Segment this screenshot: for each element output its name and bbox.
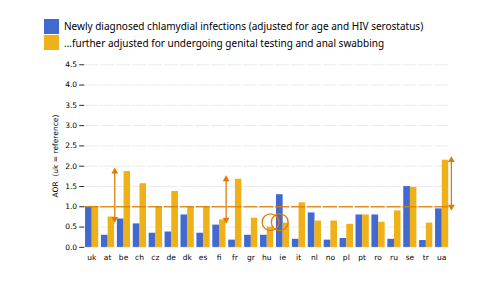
svg-text:ie: ie — [279, 253, 286, 262]
svg-text:0.5: 0.5 — [65, 222, 77, 231]
svg-text:at: at — [104, 253, 112, 262]
svg-text:3.0: 3.0 — [65, 121, 77, 130]
svg-text:se: se — [406, 253, 415, 262]
svg-text:be: be — [119, 253, 129, 262]
svg-text:ro: ro — [374, 253, 382, 262]
svg-text:2.5: 2.5 — [65, 141, 77, 150]
svg-text:0.0: 0.0 — [65, 243, 77, 252]
svg-text:tr: tr — [423, 253, 430, 262]
svg-text:1.5: 1.5 — [65, 182, 77, 191]
svg-text:gr: gr — [247, 253, 256, 262]
svg-text:pl: pl — [343, 253, 350, 262]
svg-text:1.0: 1.0 — [65, 202, 77, 211]
svg-text:AOR (uk = reference): AOR (uk = reference) — [51, 115, 60, 198]
svg-text:dk: dk — [183, 253, 193, 262]
svg-text:cz: cz — [151, 253, 159, 262]
svg-text:it: it — [296, 253, 301, 262]
svg-text:ch: ch — [135, 253, 144, 262]
html-text:Newly diagnosed chlamydial inf: Newly diagnosed chlamydial infections (a… — [64, 19, 424, 34]
svg-text:fi: fi — [217, 253, 222, 262]
svg-text:de: de — [167, 253, 177, 262]
svg-text:es: es — [199, 253, 208, 262]
html-text:...further adjusted for underg: ...further adjusted for undergoing genit… — [64, 35, 385, 50]
svg-text:nl: nl — [311, 253, 318, 262]
svg-text:fr: fr — [232, 253, 239, 262]
svg-text:hu: hu — [262, 253, 272, 262]
svg-text:ru: ru — [390, 253, 398, 262]
svg-text:no: no — [326, 253, 336, 262]
svg-text:4.0: 4.0 — [65, 80, 77, 89]
svg-text:uk: uk — [87, 253, 97, 262]
svg-text:ua: ua — [437, 253, 446, 262]
svg-text:pt: pt — [358, 253, 366, 262]
svg-text:3.5: 3.5 — [65, 101, 77, 110]
svg-text:2.0: 2.0 — [65, 162, 77, 171]
svg-text:4.5: 4.5 — [65, 60, 77, 69]
